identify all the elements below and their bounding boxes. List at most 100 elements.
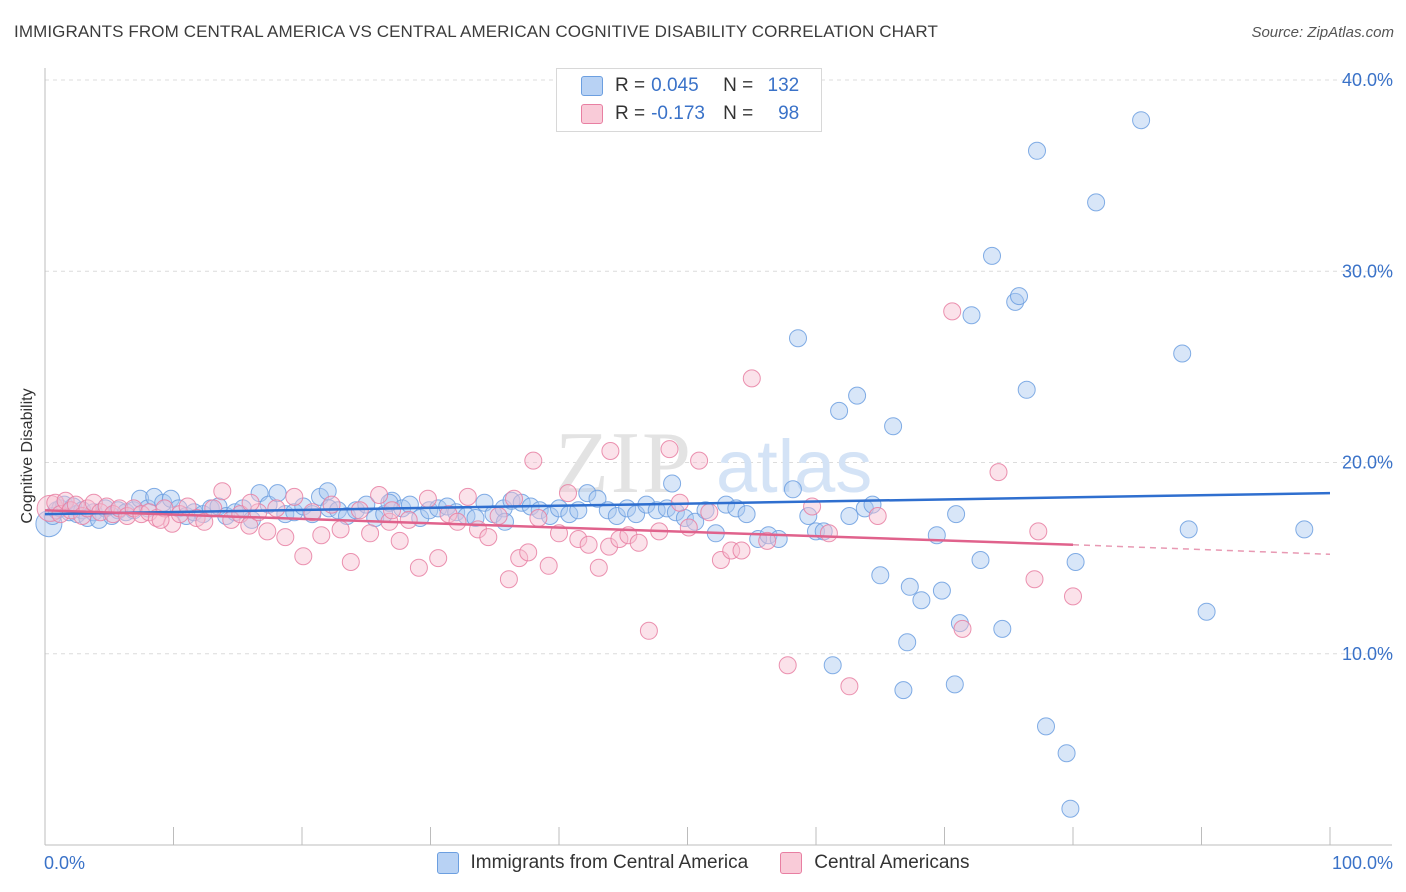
data-point-immigrants (420, 501, 439, 520)
data-point-immigrants (550, 499, 568, 518)
data-point-immigrants (131, 489, 150, 508)
data-point-immigrants (932, 581, 951, 600)
data-point-central-americans (569, 530, 588, 548)
data-point-immigrants (962, 306, 981, 325)
data-point-immigrants (268, 484, 287, 503)
data-point-central-americans (505, 489, 523, 508)
data-point-immigrants (945, 675, 964, 694)
data-point-immigrants (663, 474, 682, 493)
data-point-central-americans (276, 528, 295, 547)
legend-n-label: N = (723, 75, 754, 96)
data-point-central-americans (1029, 522, 1048, 541)
data-point-immigrants (588, 489, 607, 508)
legend-r-label: R = (615, 103, 646, 124)
data-point-central-americans (361, 524, 380, 543)
data-point-central-americans (489, 507, 508, 525)
data-point-immigrants (1061, 799, 1080, 818)
data-point-immigrants (971, 551, 990, 569)
tick-labels: 10.0% 20.0% 30.0% 40.0% 0.0% 100.0% (44, 70, 1393, 873)
y-tick-label: 30.0% (1342, 261, 1393, 281)
data-point-immigrants (607, 507, 626, 525)
data-point-central-americans (524, 451, 543, 470)
data-point-immigrants (1028, 141, 1046, 160)
data-point-immigrants (1057, 744, 1076, 763)
y-tick-label: 20.0% (1342, 453, 1393, 473)
data-point-immigrants (1173, 344, 1192, 363)
data-point-immigrants (1037, 717, 1055, 736)
data-point-central-americans (448, 512, 467, 531)
grid-lines (45, 79, 1392, 655)
legend-row-central-americans: R = -0.173 N = 98 (581, 102, 799, 126)
data-point-central-americans (722, 541, 741, 560)
data-point-immigrants (894, 681, 913, 700)
data-point-immigrants (1066, 553, 1085, 571)
data-point-central-americans (399, 510, 418, 529)
data-point-central-americans (458, 487, 477, 506)
data-point-immigrants (737, 505, 756, 524)
data-point-immigrants (466, 509, 485, 527)
data-point-central-americans (589, 558, 608, 577)
trend-line-central-americans (44, 509, 1074, 546)
legend-swatch-blue (436, 852, 459, 874)
data-point-immigrants (578, 484, 597, 503)
data-point-immigrants (947, 505, 966, 524)
data-point-central-americans (629, 533, 648, 552)
legend-swatch-blue (581, 76, 603, 96)
trend-line-central-americans-extension (1072, 543, 1331, 556)
trend-lines (44, 491, 1331, 556)
watermark-zip: ZIP (555, 415, 693, 512)
data-point-immigrants (789, 329, 807, 348)
correlation-legend: R = 0.045 N = 132 R = -0.173 N = 98 (556, 68, 822, 132)
data-point-central-americans (370, 486, 389, 504)
zipatlas-watermark: ZIP atlas (555, 415, 872, 512)
data-point-central-americans (778, 656, 797, 675)
data-point-central-americans (1025, 570, 1044, 589)
data-point-immigrants (1132, 111, 1151, 130)
data-point-central-americans (819, 524, 838, 543)
data-point-central-americans (639, 621, 658, 640)
data-point-central-americans (267, 499, 286, 518)
data-point-immigrants (1295, 520, 1314, 539)
data-point-central-americans (195, 512, 214, 531)
y-tick-label: 40.0% (1342, 70, 1393, 90)
data-point-central-americans (56, 491, 75, 510)
data-point-immigrants (823, 656, 842, 675)
data-point-central-americans (559, 484, 577, 503)
legend-r-label: R = (615, 75, 646, 96)
data-point-central-americans (383, 501, 401, 520)
data-point-immigrants (161, 489, 180, 508)
data-point-central-americans (579, 535, 598, 554)
x-tick-label: 0.0% (44, 853, 85, 873)
data-point-central-americans (539, 556, 558, 575)
data-point-immigrants (848, 386, 867, 405)
data-point-central-americans (601, 442, 620, 460)
series-central-americans-points (36, 302, 1082, 696)
legend-swatch-pink (581, 104, 603, 124)
data-point-central-americans (758, 531, 777, 550)
data-point-central-americans (1064, 587, 1082, 606)
data-point-immigrants (727, 499, 746, 518)
data-point-central-americans (529, 509, 548, 527)
data-point-immigrants (285, 503, 304, 522)
data-point-central-americans (312, 526, 331, 545)
data-point-immigrants (717, 495, 736, 514)
trend-line-immigrants (44, 491, 1331, 516)
chart-title: IMMIGRANTS FROM CENTRAL AMERICA VS CENTR… (14, 22, 938, 41)
data-point-immigrants (898, 633, 917, 652)
data-point-central-americans (868, 507, 887, 525)
data-point-central-americans (700, 503, 719, 522)
legend-r-value: -0.173 (651, 103, 705, 124)
data-point-immigrants (1197, 602, 1216, 621)
data-point-central-americans (550, 524, 568, 543)
data-point-central-americans (989, 463, 1008, 482)
data-point-central-americans (294, 547, 313, 566)
legend-row-immigrants: R = 0.045 N = 132 (581, 74, 799, 98)
legend-swatch-pink (780, 852, 803, 874)
data-point-central-americans (742, 369, 761, 388)
data-point-central-americans (241, 493, 260, 512)
data-point-immigrants (830, 401, 849, 420)
data-point-immigrants (884, 417, 903, 436)
legend-r-value: 0.045 (651, 75, 699, 96)
data-point-central-americans (732, 541, 751, 560)
